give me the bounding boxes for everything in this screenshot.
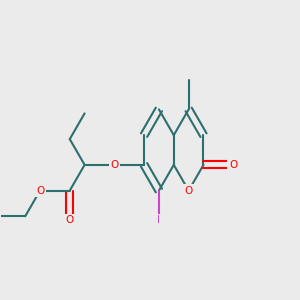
Text: O: O	[229, 160, 237, 170]
Text: O: O	[184, 186, 193, 196]
Text: O: O	[66, 215, 74, 225]
Text: O: O	[110, 160, 118, 170]
Text: I: I	[158, 215, 160, 225]
Text: O: O	[36, 186, 44, 196]
